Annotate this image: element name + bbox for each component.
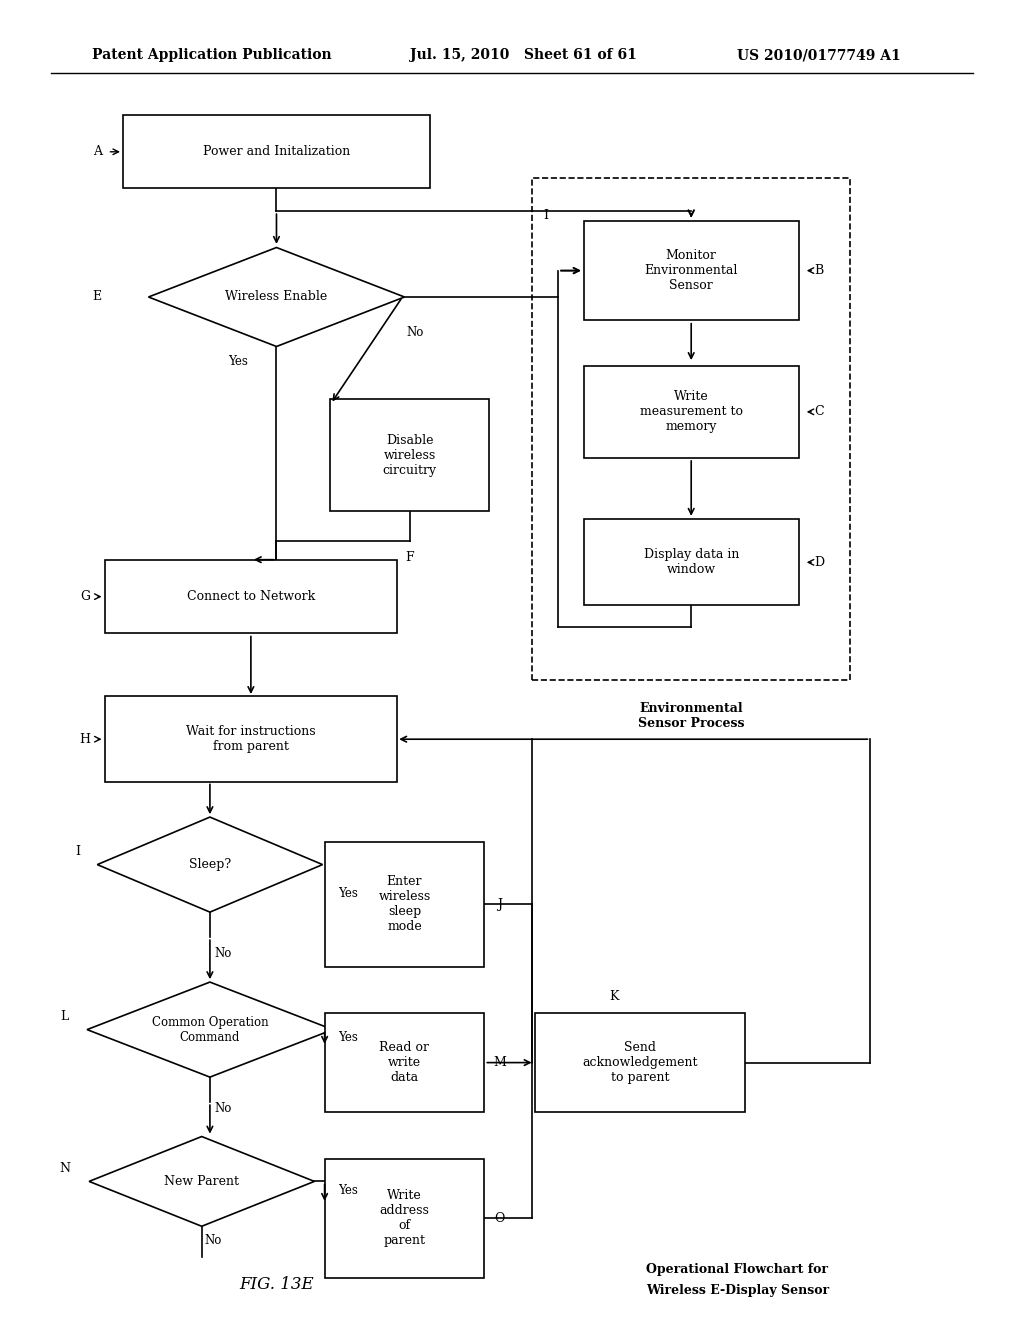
FancyBboxPatch shape (105, 560, 396, 632)
Text: Yes: Yes (338, 887, 358, 900)
Text: No: No (215, 1102, 231, 1115)
Text: Disable
wireless
circuitry: Disable wireless circuitry (383, 434, 436, 477)
Text: C: C (814, 405, 824, 418)
Text: B: B (814, 264, 824, 277)
Text: Environmental
Sensor Process: Environmental Sensor Process (638, 702, 744, 730)
Text: Jul. 15, 2010   Sheet 61 of 61: Jul. 15, 2010 Sheet 61 of 61 (410, 49, 637, 62)
Text: FIG. 13E: FIG. 13E (240, 1276, 313, 1292)
Polygon shape (148, 248, 404, 346)
Text: L: L (60, 1010, 69, 1023)
Text: E: E (93, 290, 101, 304)
Text: New Parent: New Parent (164, 1175, 240, 1188)
Text: H: H (80, 733, 90, 746)
FancyBboxPatch shape (326, 1014, 484, 1111)
Text: Connect to Network: Connect to Network (186, 590, 315, 603)
FancyBboxPatch shape (535, 1014, 744, 1111)
Text: M: M (494, 1056, 506, 1069)
Text: Send
acknowledgement
to parent: Send acknowledgement to parent (583, 1041, 697, 1084)
Text: Common Operation
Command: Common Operation Command (152, 1015, 268, 1044)
FancyBboxPatch shape (326, 842, 484, 966)
Text: K: K (609, 990, 620, 1003)
Text: F: F (406, 550, 414, 564)
Text: US 2010/0177749 A1: US 2010/0177749 A1 (737, 49, 901, 62)
FancyBboxPatch shape (584, 366, 799, 458)
Text: A: A (93, 145, 101, 158)
Text: Power and Initalization: Power and Initalization (203, 145, 350, 158)
Text: No: No (215, 946, 231, 960)
FancyBboxPatch shape (584, 519, 799, 605)
Text: J: J (498, 898, 502, 911)
Text: Wireless E-Display Sensor: Wireless E-Display Sensor (646, 1284, 828, 1298)
Text: No: No (407, 326, 423, 339)
Text: O: O (495, 1212, 505, 1225)
FancyBboxPatch shape (123, 115, 430, 187)
Text: Monitor
Environmental
Sensor: Monitor Environmental Sensor (644, 249, 738, 292)
Text: Write
measurement to
memory: Write measurement to memory (640, 391, 742, 433)
Text: Wait for instructions
from parent: Wait for instructions from parent (186, 725, 315, 754)
Text: Sleep?: Sleep? (188, 858, 231, 871)
Text: Yes: Yes (338, 1184, 358, 1197)
Bar (532, 178, 850, 680)
Text: N: N (59, 1162, 70, 1175)
Text: D: D (814, 556, 824, 569)
Polygon shape (97, 817, 323, 912)
Polygon shape (89, 1137, 314, 1226)
Text: Enter
wireless
sleep
mode: Enter wireless sleep mode (378, 875, 431, 933)
Polygon shape (87, 982, 333, 1077)
Text: Yes: Yes (338, 1031, 358, 1044)
Text: Read or
write
data: Read or write data (380, 1041, 429, 1084)
FancyBboxPatch shape (584, 220, 799, 319)
Text: Operational Flowchart for: Operational Flowchart for (646, 1263, 828, 1276)
Text: I: I (544, 209, 548, 222)
Text: Yes: Yes (227, 355, 248, 368)
Text: Display data in
window: Display data in window (643, 548, 739, 577)
Text: Patent Application Publication: Patent Application Publication (92, 49, 332, 62)
Text: G: G (80, 590, 90, 603)
FancyBboxPatch shape (326, 1159, 484, 1278)
FancyBboxPatch shape (330, 399, 489, 511)
Text: Wireless Enable: Wireless Enable (225, 290, 328, 304)
Text: I: I (76, 845, 80, 858)
Text: No: No (205, 1234, 221, 1247)
Text: Write
address
of
parent: Write address of parent (380, 1189, 429, 1247)
FancyBboxPatch shape (105, 697, 396, 781)
